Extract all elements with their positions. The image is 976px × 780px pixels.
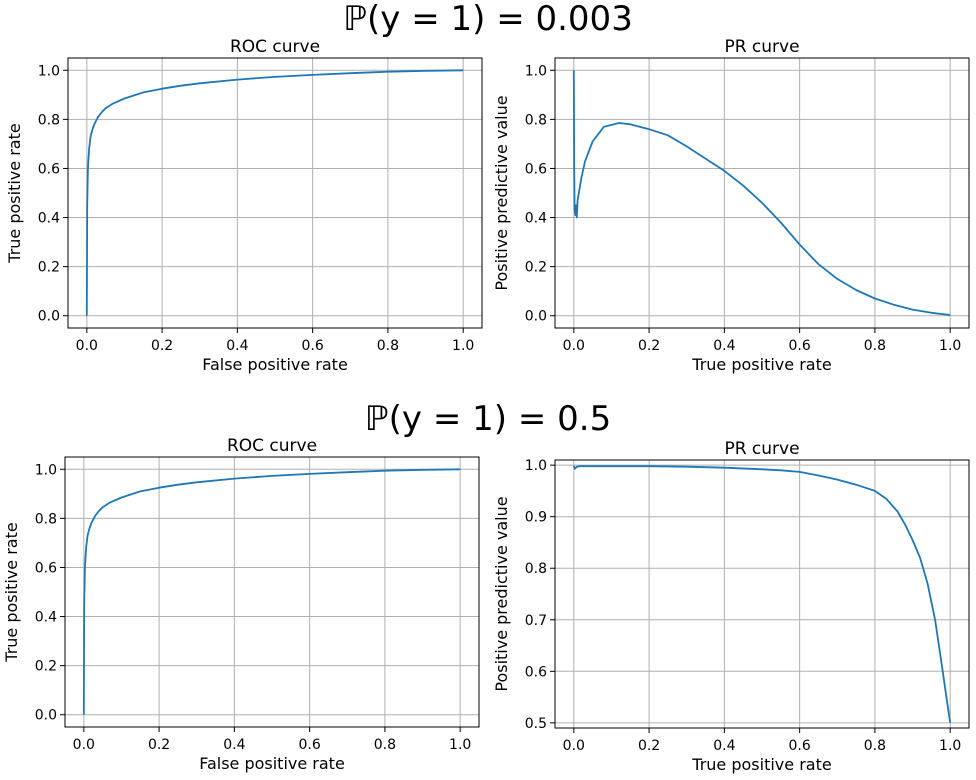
axes-frame [64,456,480,728]
series-line [82,468,461,715]
x-tick-label: 0.2 [148,737,170,753]
y-tick-label: 0.2 [35,659,57,675]
x-tick-label: 0.6 [302,338,324,354]
x-tick-label: 1.0 [452,338,474,354]
panel-title: PR curve [724,439,799,459]
y-tick-label: 1.0 [38,63,60,79]
panel-1: 0.0 0.2 0.4 0.6 0.8 1.0 0.0 0.2 0.4 0.6 0.8 1.0 ROC … [5,37,483,374]
x-tick-label: 0.0 [76,338,98,354]
panel-title: PR curve [724,37,799,57]
series-line [572,465,952,723]
y-axis-label: Positive predictive value [492,95,511,290]
y-tick-label: 0.0 [38,309,60,325]
axes-frame [554,459,970,729]
y-tick-label: 0.4 [38,211,60,227]
x-tick-label: 0.6 [789,738,811,754]
y-tick-label: 1.0 [35,462,57,478]
y-tick-label: 0.6 [38,161,60,177]
y-tick-label: 0.2 [38,260,60,276]
x-tick-label: 0.2 [638,338,660,354]
y-tick-label: 0.6 [525,664,547,680]
x-tick-label: 0.2 [151,338,173,354]
y-tick-label: 0.8 [38,112,60,128]
x-tick-label: 1.0 [449,737,471,753]
y-tick-label: 0.9 [525,510,547,526]
x-tick-label: 0.4 [223,737,245,753]
y-tick-label: 0.5 [525,716,547,732]
y-tick-label: 0.0 [525,309,547,325]
y-tick-label: 0.4 [525,211,547,227]
x-tick-label: 0.2 [638,738,660,754]
panel-2: 0.0 0.2 0.4 0.6 0.8 1.0 0.0 0.2 0.4 0.6 0.8 1.0 PR c… [492,37,970,374]
panel-title: ROC curve [227,436,317,456]
suptitle-bottom: ℙ(y = 1) = 0.5 [365,399,611,439]
x-tick-label: 0.4 [713,738,735,754]
x-axis-label: True positive rate [691,355,831,374]
x-tick-label: 0.4 [713,338,735,354]
panel-3: 0.0 0.2 0.4 0.6 0.8 1.0 0.0 0.2 0.4 0.6 0.8 1.0 ROC … [2,436,480,773]
y-axis-label: True positive rate [5,123,24,263]
y-tick-label: 0.4 [35,610,57,626]
y-tick-label: 0.8 [525,561,547,577]
suptitle-top: ℙ(y = 1) = 0.003 [343,0,633,39]
panel-4: 0.0 0.2 0.4 0.6 0.8 1.0 0.5 0.6 0.7 0.8 0.9 1.0 PR c… [492,439,970,774]
series-line [85,69,464,316]
y-tick-label: 0.2 [525,260,547,276]
x-tick-label: 0.0 [563,738,585,754]
y-tick-label: 0.8 [525,112,547,128]
x-tick-label: 0.6 [299,737,321,753]
y-tick-label: 0.6 [35,560,57,576]
x-tick-label: 1.0 [939,338,961,354]
x-tick-label: 0.8 [377,338,399,354]
x-tick-label: 0.4 [226,338,248,354]
axes-frame [554,57,970,329]
y-tick-label: 0.0 [35,708,57,724]
x-tick-label: 0.8 [374,737,396,753]
x-tick-label: 1.0 [939,738,961,754]
x-tick-label: 0.0 [563,338,585,354]
x-axis-label: False positive rate [199,754,345,773]
axes-frame [67,57,483,329]
x-axis-label: True positive rate [691,755,831,774]
x-tick-label: 0.0 [73,737,95,753]
y-axis-label: Positive predictive value [492,496,511,691]
y-tick-label: 0.7 [525,613,547,629]
y-tick-label: 1.0 [525,63,547,79]
y-axis-label: True positive rate [2,522,21,662]
y-tick-label: 0.8 [35,511,57,527]
x-tick-label: 0.8 [864,738,886,754]
x-tick-label: 0.8 [864,338,886,354]
y-tick-label: 1.0 [525,458,547,474]
y-tick-label: 0.6 [525,161,547,177]
x-tick-label: 0.6 [789,338,811,354]
panel-title: ROC curve [230,37,320,57]
series-line [572,70,951,316]
x-axis-label: False positive rate [202,355,348,374]
